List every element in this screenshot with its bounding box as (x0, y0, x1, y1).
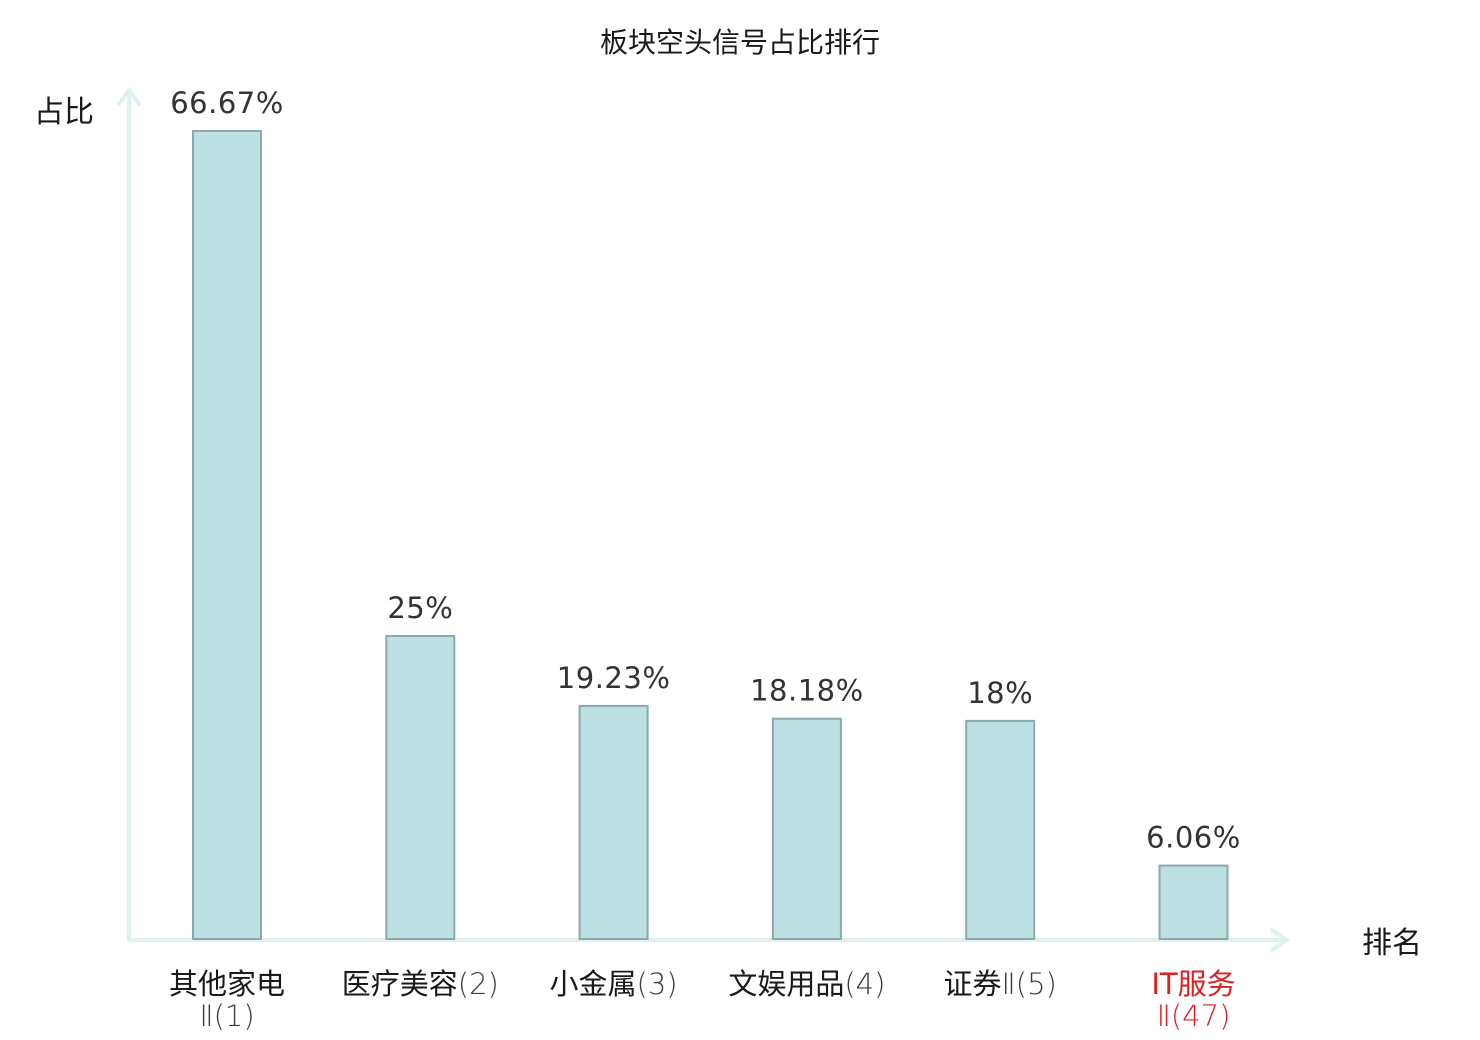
value-label: 18.18% (750, 674, 864, 708)
chart-title: 板块空头信号占比排行 (600, 26, 880, 59)
value-label: 25% (387, 591, 453, 625)
y-axis-label: 占比 (34, 95, 94, 130)
category-label: 其他家电 Ⅱ(1) (169, 967, 285, 1033)
bar (771, 717, 842, 941)
axes (117, 88, 1289, 952)
value-label: 18% (967, 676, 1033, 710)
category-label: 证券Ⅱ(5) (944, 967, 1057, 1001)
category-label: 小金属(3) (550, 967, 678, 1001)
value-label: 6.06% (1146, 821, 1241, 855)
category-label: 医疗美容(2) (342, 967, 499, 1001)
x-axis-arrow (1270, 928, 1289, 952)
value-labels-group: 66.67% 25% 19.23% 18.18% 18% 6.06% (170, 86, 1241, 855)
bar (192, 130, 262, 940)
value-label: 19.23% (557, 661, 671, 695)
category-label: IT服务 Ⅱ(47) (1151, 967, 1235, 1033)
value-label: 66.67% (170, 86, 284, 120)
bar (578, 704, 649, 941)
bar (965, 719, 1036, 941)
bar (385, 635, 456, 940)
x-axis-label: 排名 (1362, 926, 1422, 961)
category-label: 文娱用品(4) (728, 967, 885, 1001)
y-axis-arrow (117, 88, 141, 106)
category-labels-group: 其他家电 Ⅱ(1) 医疗美容(2) 小金属(3) 文娱用品(4) 证券Ⅱ(5) IT服务 Ⅱ(… (169, 967, 1236, 1033)
bars-group (192, 130, 1229, 941)
bar (1158, 864, 1229, 940)
